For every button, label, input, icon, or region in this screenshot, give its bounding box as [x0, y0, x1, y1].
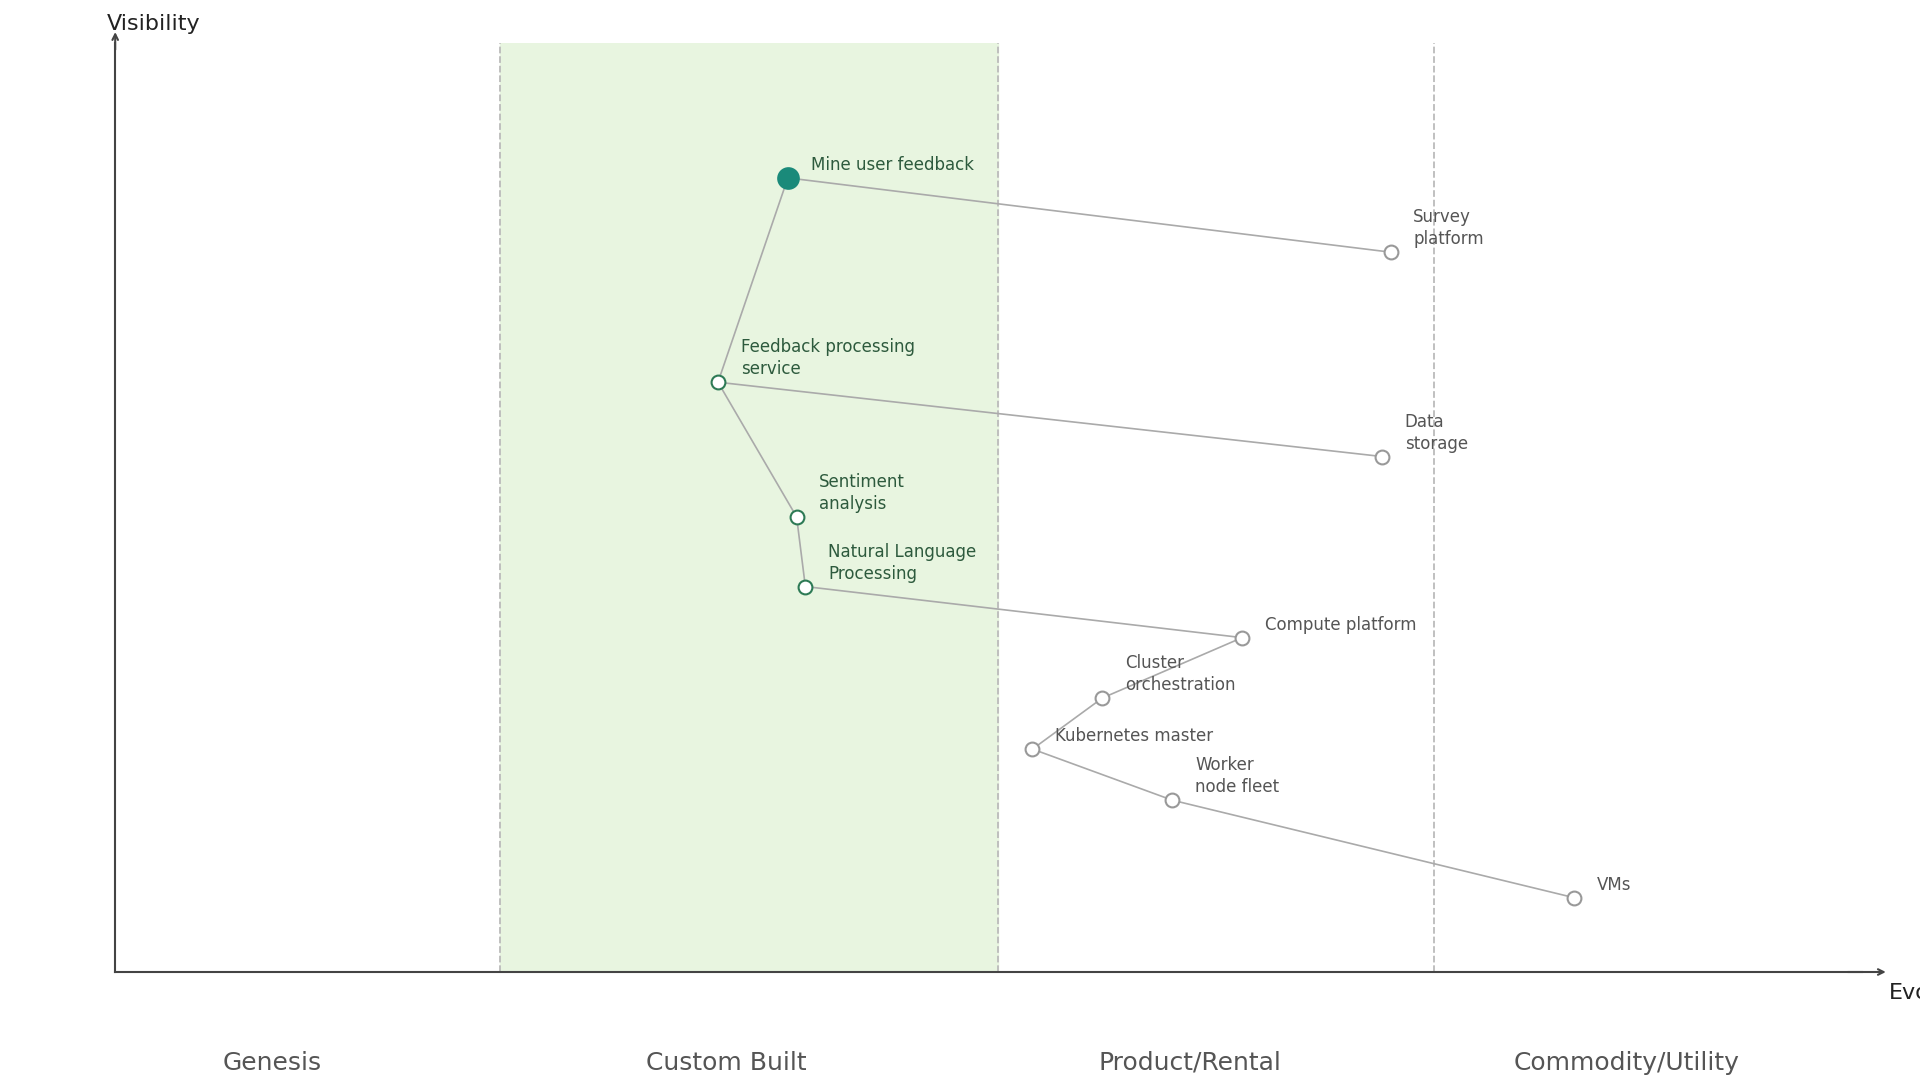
- Point: [772, 170, 803, 187]
- Point: [1367, 448, 1398, 465]
- Point: [1158, 792, 1188, 809]
- Text: Visibility: Visibility: [106, 14, 200, 33]
- Text: Sentiment
analysis: Sentiment analysis: [820, 473, 904, 513]
- Point: [1087, 689, 1117, 706]
- Text: Feedback processing
service: Feedback processing service: [741, 338, 914, 378]
- Text: Custom Built: Custom Built: [647, 1051, 806, 1075]
- Text: Genesis: Genesis: [223, 1051, 323, 1075]
- Text: Mine user feedback: Mine user feedback: [810, 157, 973, 174]
- Point: [1559, 889, 1590, 906]
- Point: [789, 578, 820, 595]
- Text: Evolution: Evolution: [1889, 983, 1920, 1003]
- Bar: [499, 43, 998, 972]
- Text: Cluster
orchestration: Cluster orchestration: [1125, 654, 1236, 694]
- Text: VMs: VMs: [1597, 876, 1632, 894]
- Text: Compute platform: Compute platform: [1265, 616, 1417, 634]
- Text: Survey
platform: Survey platform: [1413, 208, 1484, 248]
- Point: [703, 374, 733, 391]
- Point: [1375, 244, 1405, 261]
- Point: [1227, 629, 1258, 646]
- Text: Data
storage: Data storage: [1405, 413, 1467, 453]
- Text: Product/Rental: Product/Rental: [1098, 1051, 1281, 1075]
- Text: Commodity/Utility: Commodity/Utility: [1513, 1051, 1740, 1075]
- Text: Natural Language
Processing: Natural Language Processing: [828, 542, 975, 583]
- Text: Kubernetes master: Kubernetes master: [1056, 727, 1213, 745]
- Point: [781, 509, 812, 526]
- Text: Worker
node fleet: Worker node fleet: [1194, 756, 1279, 796]
- Point: [1018, 741, 1048, 758]
